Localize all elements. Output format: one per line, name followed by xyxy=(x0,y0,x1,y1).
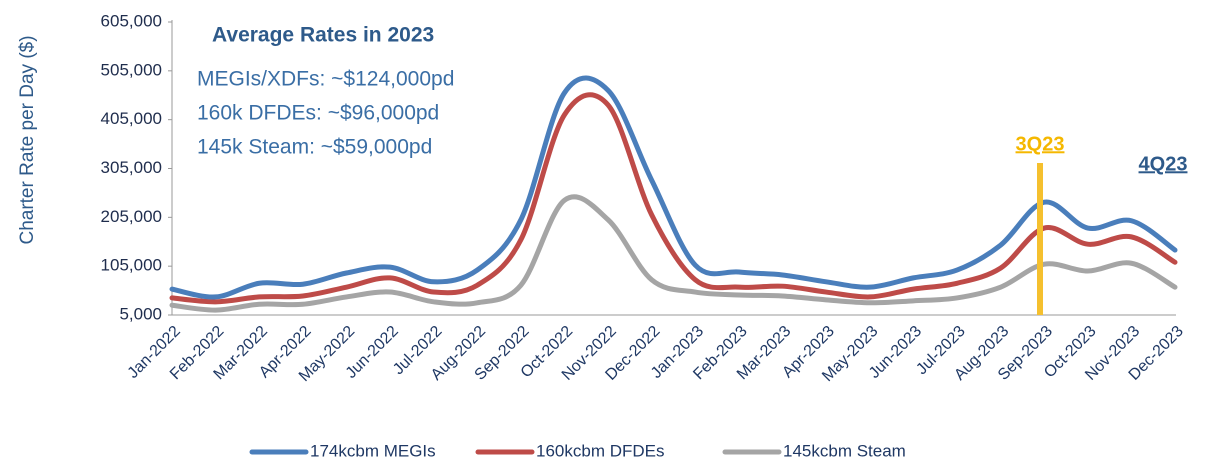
annotation-line: MEGIs/XDFs: ~$124,000pd xyxy=(197,68,454,91)
legend-label: 160kcbm DFDEs xyxy=(536,441,664,460)
series-line xyxy=(169,194,1178,313)
y-tick-label: 205,000 xyxy=(101,207,162,226)
series-line xyxy=(169,75,1178,300)
y-tick-label: 5,000 xyxy=(119,304,162,323)
y-tick-label: 405,000 xyxy=(101,109,162,128)
legend-label: 174kcbm MEGIs xyxy=(310,441,436,460)
legend-label: 145kcbm Steam xyxy=(783,441,906,460)
annotation-q4: 4Q23 xyxy=(1139,153,1188,175)
y-tick-label: 505,000 xyxy=(101,60,162,79)
y-tick-label: 605,000 xyxy=(101,11,162,30)
y-axis-title: Charter Rate per Day ($) xyxy=(17,35,38,244)
annotation-q3: 3Q23 xyxy=(1016,133,1065,155)
annotation-line: 160k DFDEs: ~$96,000pd xyxy=(197,102,439,125)
annotation-heading: Average Rates in 2023 xyxy=(212,24,434,47)
y-tick-label: 105,000 xyxy=(101,256,162,275)
y-tick-label: 305,000 xyxy=(101,158,162,177)
annotation-line: 145k Steam: ~$59,000pd xyxy=(197,136,432,159)
series-line xyxy=(169,92,1178,305)
quarter-marker xyxy=(1037,163,1043,315)
